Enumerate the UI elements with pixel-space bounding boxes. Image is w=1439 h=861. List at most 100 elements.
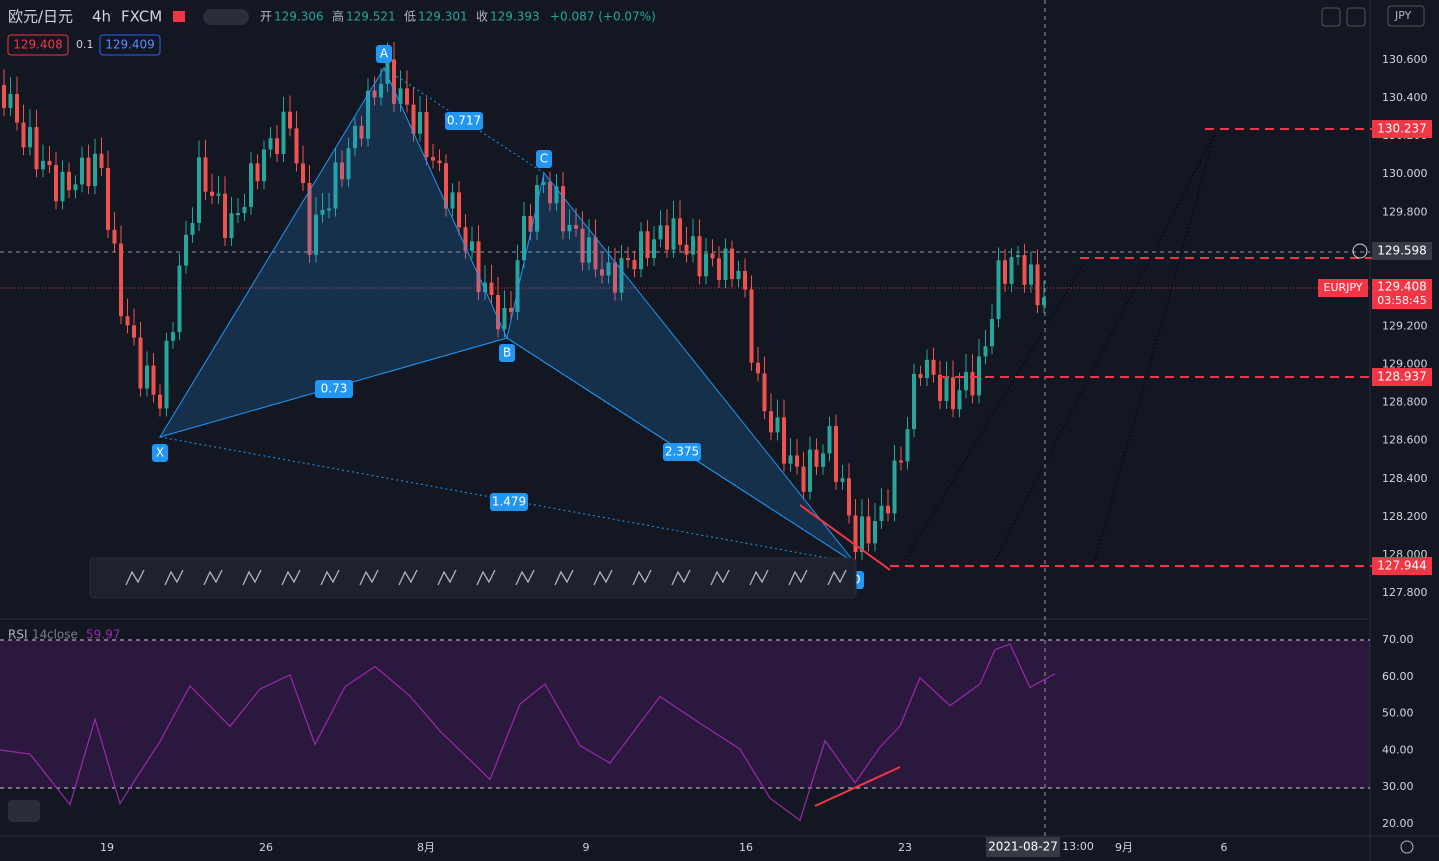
projection xyxy=(904,132,1216,561)
divergence-rsi xyxy=(814,766,901,807)
settings[interactable] xyxy=(1400,840,1414,854)
candle xyxy=(912,373,916,430)
tool[interactable] xyxy=(281,569,301,586)
tool[interactable] xyxy=(242,569,262,586)
candle xyxy=(873,521,877,544)
levels xyxy=(890,128,1372,567)
point-box xyxy=(376,45,392,63)
candle xyxy=(476,241,481,293)
candle xyxy=(756,362,760,374)
candle xyxy=(145,365,149,389)
candle xyxy=(593,237,598,270)
point-label: B xyxy=(503,346,511,360)
candle xyxy=(314,214,318,255)
crosshair-label: 129.598 xyxy=(1377,244,1427,258)
tool[interactable] xyxy=(710,569,730,586)
tool[interactable] xyxy=(515,569,535,586)
tool[interactable] xyxy=(320,569,340,586)
candle xyxy=(1022,255,1027,285)
header: 欧元/日元 4h FXCM 开 129.306 高 129.521 低 129.301 收 1… xyxy=(7,5,1425,56)
tool[interactable] xyxy=(203,569,223,586)
candle xyxy=(541,181,546,185)
candle xyxy=(242,206,247,214)
ohlc-value: 129.521 xyxy=(346,10,396,24)
tool[interactable] xyxy=(749,569,769,586)
candle xyxy=(288,111,292,129)
time-tick: 19 xyxy=(100,841,114,854)
candle xyxy=(450,192,455,209)
time-tick: 16 xyxy=(739,841,753,854)
candle xyxy=(431,157,435,161)
tool[interactable] xyxy=(164,569,184,586)
candle xyxy=(307,182,312,255)
bid-box[interactable] xyxy=(7,34,69,56)
candle xyxy=(463,227,468,251)
candle xyxy=(346,148,351,180)
candle xyxy=(522,215,526,261)
ask-box[interactable] xyxy=(99,34,161,56)
candle xyxy=(132,325,136,338)
point-box xyxy=(499,344,515,362)
time-tick: 6 xyxy=(1221,841,1228,854)
tool[interactable] xyxy=(476,569,496,586)
candle xyxy=(684,244,689,255)
add-btn[interactable] xyxy=(1352,243,1368,259)
candle xyxy=(405,88,409,105)
level-label: 128.937 xyxy=(1377,370,1427,384)
candle xyxy=(34,127,39,170)
ohlc-name: 开 xyxy=(260,10,272,24)
candle xyxy=(567,224,572,232)
candle xyxy=(151,365,156,395)
ohlc-value: 129.393 xyxy=(490,10,540,24)
flag xyxy=(173,11,185,22)
tool[interactable] xyxy=(671,569,691,586)
candle xyxy=(762,373,767,412)
price-tick: 130.400 xyxy=(1382,91,1428,104)
candle xyxy=(528,215,533,232)
candle xyxy=(502,307,507,330)
candle xyxy=(1009,257,1014,284)
candle xyxy=(164,340,169,409)
candle xyxy=(600,269,604,276)
tool[interactable] xyxy=(125,569,145,586)
ratio-label: 0.73 xyxy=(321,382,348,396)
tool[interactable] xyxy=(437,569,457,586)
tool[interactable] xyxy=(359,569,379,586)
candle xyxy=(840,478,845,482)
price-tick: 128.400 xyxy=(1382,472,1428,485)
tool[interactable] xyxy=(788,569,808,586)
candle xyxy=(398,88,403,104)
candle xyxy=(996,260,1001,320)
candle xyxy=(80,157,84,185)
tool[interactable] xyxy=(554,569,574,586)
candle xyxy=(249,163,253,207)
candle xyxy=(957,390,962,410)
candle xyxy=(639,231,643,270)
tool[interactable] xyxy=(632,569,652,586)
price-tick: 128.200 xyxy=(1382,510,1428,523)
btn-down[interactable] xyxy=(1321,7,1341,27)
tool[interactable] xyxy=(827,569,847,586)
candle xyxy=(613,262,617,293)
candle xyxy=(359,125,364,139)
candle xyxy=(671,218,676,250)
status[interactable] xyxy=(203,9,249,25)
tool[interactable] xyxy=(398,569,418,586)
rsi-tick: 40.00 xyxy=(1382,743,1414,756)
candle xyxy=(483,282,487,293)
candle xyxy=(366,90,370,139)
candle xyxy=(977,356,981,396)
candle xyxy=(73,184,78,191)
rsi-length: 14 xyxy=(32,628,47,642)
candle xyxy=(548,181,552,204)
symbol-label: EURJPY xyxy=(1324,281,1363,294)
candle xyxy=(47,160,52,166)
tool[interactable] xyxy=(593,569,613,586)
btn-refresh[interactable] xyxy=(1346,7,1366,27)
ratio-box xyxy=(663,443,701,461)
spread: 0.1 xyxy=(76,38,94,51)
time-tick: 26 xyxy=(259,841,273,854)
currency-btn[interactable] xyxy=(1387,5,1425,27)
rsi-name: RSI xyxy=(8,628,28,642)
price-tick: 129.800 xyxy=(1382,205,1428,218)
